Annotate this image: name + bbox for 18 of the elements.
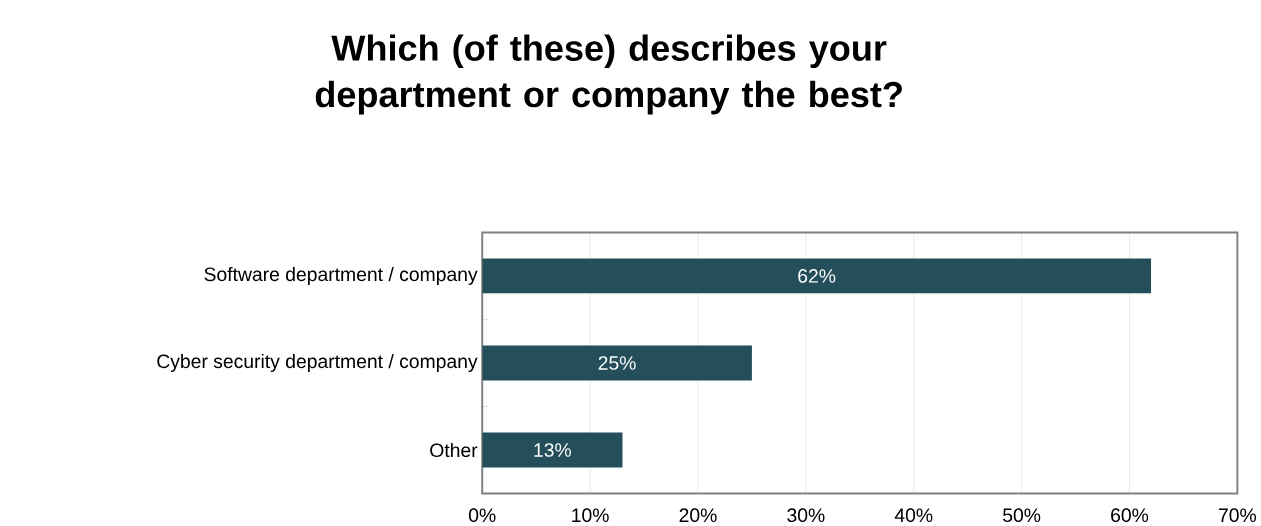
bar — [482, 258, 1152, 294]
x-tick-label: 50% — [1003, 508, 1041, 522]
x-tick-label: 40% — [894, 508, 933, 522]
y-tick-label: Software department / company — [204, 266, 478, 285]
chart-title: Which (of these) describes your department or company the best? — [315, 34, 902, 115]
x-tick-label: 70% — [1219, 508, 1257, 522]
x-tick-label: 20% — [679, 508, 717, 522]
data-label: 25% — [598, 355, 636, 370]
bar — [482, 432, 623, 468]
y-tick-label: Other — [430, 442, 478, 457]
x-tick-label: 10% — [572, 508, 609, 522]
data-label: 13% — [534, 442, 571, 457]
x-tick-label: 60% — [1111, 508, 1149, 522]
data-label: 62% — [798, 268, 836, 283]
x-tick-label: 30% — [787, 508, 825, 522]
x-tick-label: 0% — [468, 508, 496, 522]
bar — [482, 345, 752, 381]
y-tick-label: Cyber security department / company — [157, 353, 478, 372]
